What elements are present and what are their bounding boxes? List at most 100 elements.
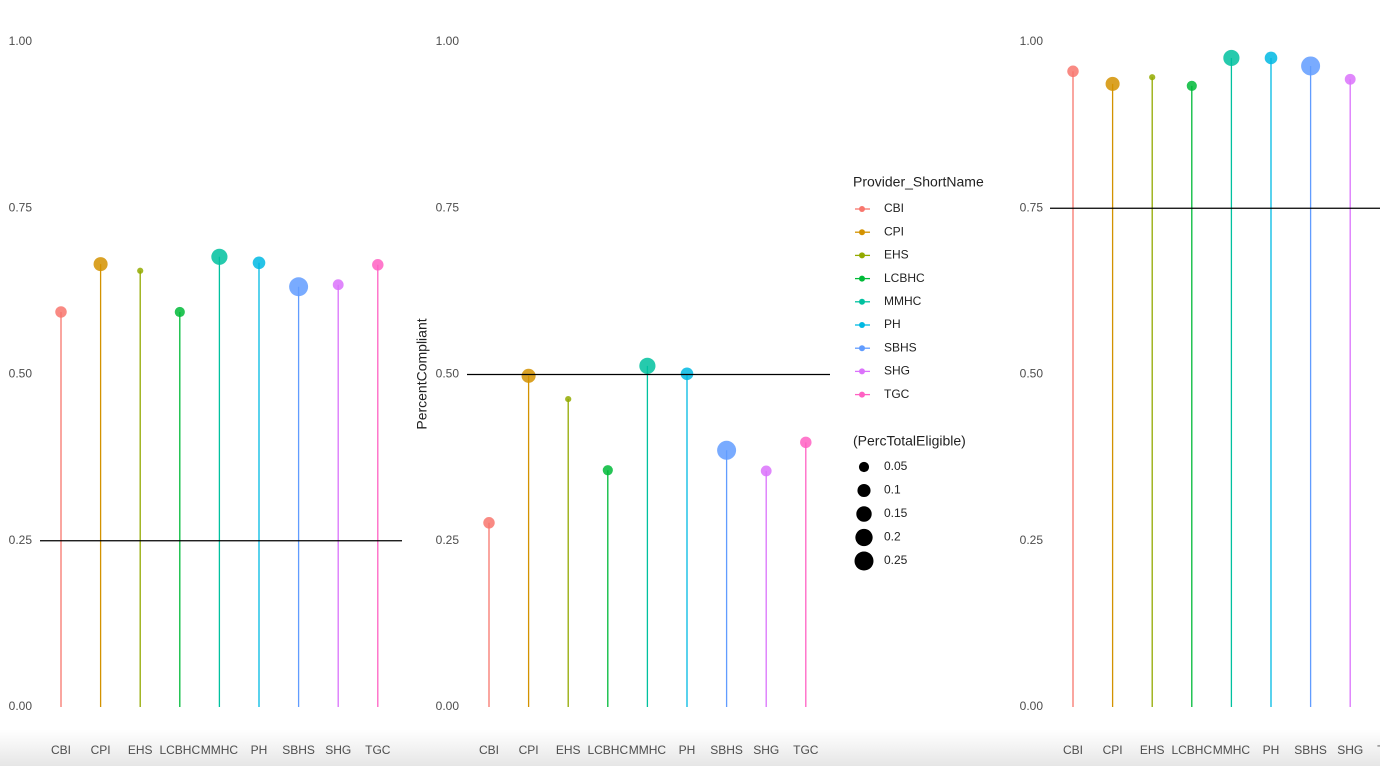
- point: [1301, 56, 1321, 76]
- y-tick-label: 0.75: [9, 200, 33, 214]
- y-tick-label: 1.00: [1020, 34, 1044, 48]
- point: [55, 306, 67, 318]
- point: [137, 267, 144, 274]
- size-legend-label: 0.1: [884, 483, 901, 497]
- x-tick-label: MMHC: [629, 743, 667, 757]
- size-key: [855, 528, 873, 547]
- size-legend-title: (PercTotalEligible): [853, 433, 966, 449]
- x-tick-label: EHS: [556, 743, 581, 757]
- size-legend-label: 0.2: [884, 530, 901, 544]
- x-tick-label: LCBHC: [159, 743, 200, 757]
- x-tick-label: SBHS: [282, 743, 315, 757]
- legend-label: MMHC: [884, 294, 922, 308]
- legend-key: [859, 229, 865, 236]
- legend-label: PH: [884, 317, 901, 331]
- point: [602, 465, 613, 476]
- x-tick-label: CPI: [1103, 743, 1123, 757]
- point: [1067, 65, 1079, 77]
- point: [1149, 74, 1156, 81]
- x-tick-label: CBI: [1063, 743, 1083, 757]
- x-tick-label: EHS: [1140, 743, 1165, 757]
- legend-label: SBHS: [884, 340, 917, 354]
- x-tick-label: TGC: [365, 743, 391, 757]
- size-legend-label: 0.05: [884, 459, 908, 473]
- size-legend-label: 0.15: [884, 506, 908, 520]
- y-tick-label: 0.50: [436, 367, 460, 381]
- point: [1344, 73, 1356, 85]
- x-tick-label: SHG: [1337, 743, 1363, 757]
- y-tick-label: 0.00: [1020, 699, 1044, 713]
- size-key: [858, 461, 870, 473]
- legend-label: CPI: [884, 224, 904, 238]
- y-tick-label: 1.00: [436, 34, 460, 48]
- point: [1223, 49, 1240, 67]
- legend-label: TGC: [884, 387, 910, 401]
- legend-label: SHG: [884, 364, 910, 378]
- x-tick-label: LCBHC: [1171, 743, 1212, 757]
- point: [521, 368, 536, 383]
- legend-label: CBI: [884, 201, 904, 215]
- x-tick-label: PH: [1263, 743, 1280, 757]
- point: [332, 279, 344, 291]
- y-tick-label: 0.75: [1020, 200, 1044, 214]
- x-tick-label: TGC: [793, 743, 819, 757]
- point: [1105, 76, 1120, 91]
- point: [717, 440, 737, 460]
- legend-label: EHS: [884, 248, 909, 262]
- point: [1186, 80, 1197, 91]
- y-tick-label: 0.25: [436, 533, 460, 547]
- point: [252, 256, 266, 270]
- y-tick-label: 0.50: [1020, 367, 1044, 381]
- x-tick-label: SHG: [753, 743, 779, 757]
- legend-key: [859, 368, 865, 375]
- y-axis-label: PercentCompliant: [414, 318, 430, 429]
- point: [174, 306, 185, 318]
- x-tick-label: CBI: [51, 743, 71, 757]
- x-tick-label: PH: [679, 743, 696, 757]
- point: [760, 465, 772, 477]
- point: [565, 396, 572, 403]
- size-key: [854, 551, 874, 571]
- y-tick-label: 0.00: [436, 699, 460, 713]
- y-tick-label: 0.00: [9, 699, 33, 713]
- legend-key: [859, 298, 865, 305]
- legend-title: Provider_ShortName: [853, 174, 984, 190]
- legend-key: [859, 252, 865, 259]
- point: [1264, 51, 1278, 65]
- point: [289, 277, 309, 297]
- legend-key: [859, 275, 865, 282]
- point: [211, 248, 228, 265]
- size-key: [857, 483, 871, 498]
- x-tick-label: CBI: [479, 743, 499, 757]
- x-tick-label: SBHS: [710, 743, 743, 757]
- y-tick-label: 0.50: [9, 367, 33, 381]
- point: [800, 436, 812, 449]
- legend-key: [859, 345, 865, 352]
- size-legend-label: 0.25: [884, 553, 908, 567]
- point: [372, 259, 384, 271]
- y-tick-label: 0.25: [9, 533, 33, 547]
- y-tick-label: 1.00: [9, 34, 33, 48]
- x-tick-label: CPI: [91, 743, 111, 757]
- x-tick-label: LCBHC: [587, 743, 628, 757]
- x-tick-label: MMHC: [201, 743, 239, 757]
- x-tick-label: CPI: [519, 743, 539, 757]
- point: [93, 257, 108, 272]
- legend-key: [859, 322, 865, 328]
- legend-key: [859, 391, 865, 398]
- point: [680, 367, 694, 381]
- point: [483, 517, 495, 529]
- x-tick-label: SHG: [325, 743, 351, 757]
- size-key: [856, 506, 872, 522]
- x-tick-label: PH: [251, 743, 268, 757]
- bottom-shade: [0, 730, 1380, 766]
- y-tick-label: 0.25: [1020, 533, 1044, 547]
- legend-label: LCBHC: [884, 271, 925, 285]
- point: [639, 357, 656, 374]
- x-tick-label: EHS: [128, 743, 153, 757]
- legend-key: [859, 206, 865, 212]
- y-tick-label: 0.75: [436, 200, 460, 214]
- x-tick-label: MMHC: [1213, 743, 1251, 757]
- x-tick-label: SBHS: [1294, 743, 1327, 757]
